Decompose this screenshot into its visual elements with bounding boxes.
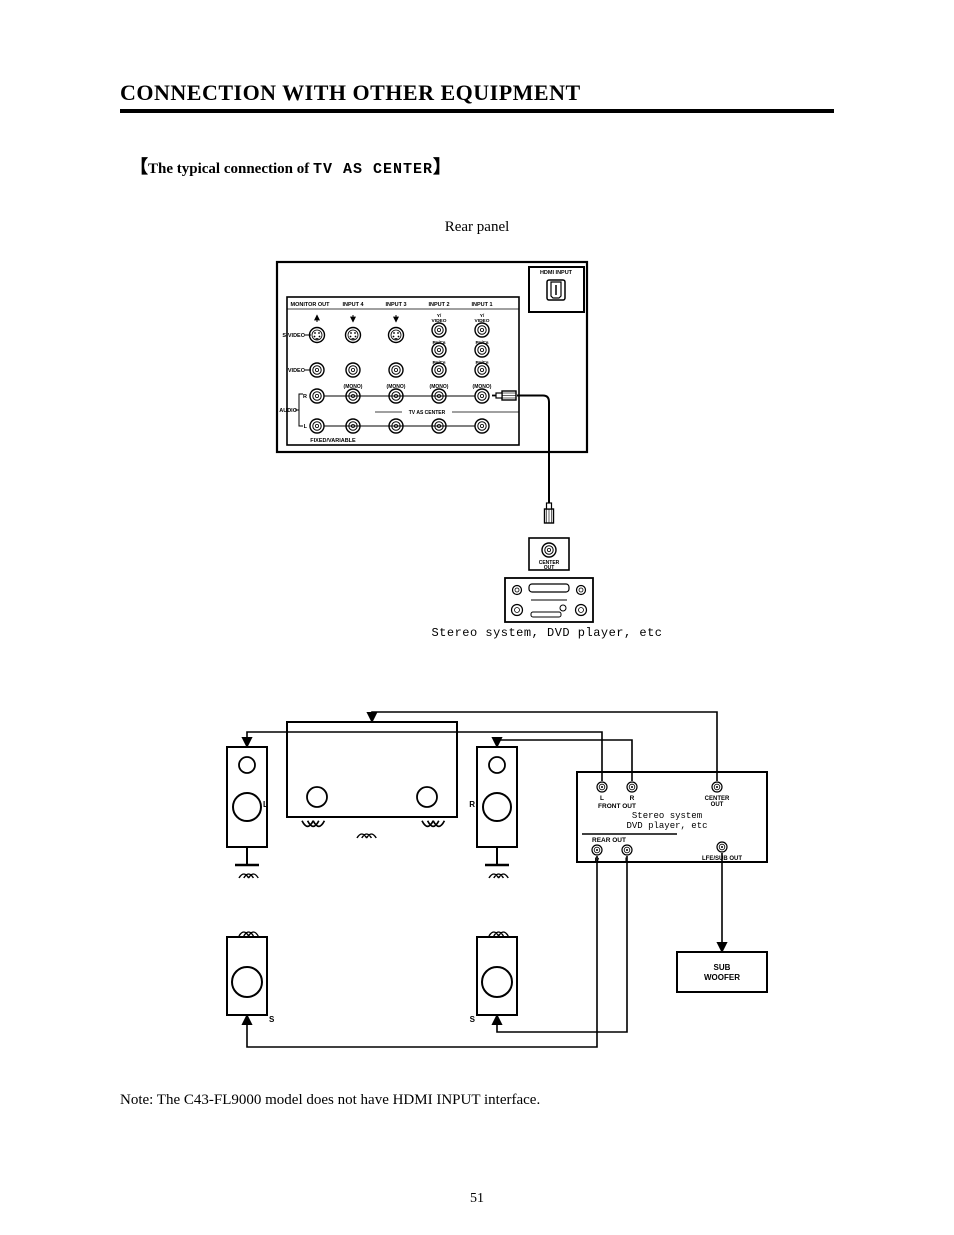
subtitle-mode: TV AS CENTER: [313, 161, 433, 178]
bracket-open: 【: [130, 157, 148, 177]
svg-text:VIDEO: VIDEO: [288, 368, 306, 374]
stereo-caption: Stereo system, DVD player, etc: [431, 626, 662, 640]
surround-left-speaker: [227, 937, 267, 1015]
svg-text:INPUT 4: INPUT 4: [342, 302, 364, 308]
svg-text:AUDIO: AUDIO: [279, 408, 297, 414]
svg-text:INPUT 3: INPUT 3: [385, 302, 406, 308]
svg-text:SUB: SUB: [714, 963, 731, 972]
rear-panel-diagram: HDMI INPUT MONITOR OUT INPUT 4 INPUT 3 I…: [120, 242, 834, 672]
rca-plug-icon: [492, 391, 516, 400]
svg-text:REAR OUT: REAR OUT: [592, 837, 626, 844]
svg-text:L: L: [600, 795, 604, 802]
svg-text:WOOFER: WOOFER: [704, 973, 740, 982]
page-title: CONNECTION WITH OTHER EQUIPMENT: [120, 80, 834, 113]
speaker-layout-diagram: L R S S L R FRONT OUT: [120, 702, 834, 1072]
svg-text:DVD player, etc: DVD player, etc: [626, 821, 707, 831]
svg-text:R: R: [469, 800, 475, 809]
svg-text:INPUT 2: INPUT 2: [428, 302, 449, 308]
svg-text:L: L: [263, 800, 268, 809]
stereo-system-icon: [505, 578, 593, 622]
hdmi-port-icon: [547, 280, 565, 300]
front-right-speaker: [477, 747, 517, 865]
svg-text:OUT: OUT: [711, 802, 724, 808]
svg-text:R: R: [303, 394, 307, 400]
center-speaker-icon: [287, 722, 457, 838]
svg-text:FIXED/VARIABLE: FIXED/VARIABLE: [310, 438, 356, 444]
bracket-close: 】: [433, 157, 451, 177]
svg-text:R: R: [630, 795, 635, 802]
note-text: Note: The C43-FL9000 model does not have…: [120, 1092, 834, 1109]
svg-text:Stereo system: Stereo system: [632, 811, 702, 821]
page-number: 51: [0, 1191, 954, 1207]
svg-text:FRONT OUT: FRONT OUT: [598, 803, 636, 810]
rear-panel-caption: Rear panel: [120, 219, 834, 236]
svg-text:OUT: OUT: [544, 565, 555, 571]
amplifier-panel: L R FRONT OUT CENTER OUT Stereo system D…: [577, 772, 767, 864]
svg-text:S: S: [269, 1015, 275, 1024]
svg-text:S: S: [470, 1015, 476, 1024]
page: CONNECTION WITH OTHER EQUIPMENT 【The typ…: [0, 0, 954, 1235]
subtitle: 【The typical connection of TV AS CENTER】: [130, 153, 834, 179]
surround-right-speaker: [477, 937, 517, 1015]
subwoofer-box: [677, 952, 767, 992]
svg-text:TV AS CENTER: TV AS CENTER: [409, 410, 446, 416]
svg-text:INPUT 1: INPUT 1: [471, 302, 492, 308]
front-left-speaker: [227, 747, 267, 865]
svg-text:S-VIDEO: S-VIDEO: [282, 333, 305, 339]
svg-text:L: L: [304, 424, 308, 430]
hdmi-label: HDMI INPUT: [540, 270, 573, 276]
subtitle-prefix: The typical connection of: [148, 161, 309, 177]
svg-text:MONITOR OUT: MONITOR OUT: [290, 302, 330, 308]
